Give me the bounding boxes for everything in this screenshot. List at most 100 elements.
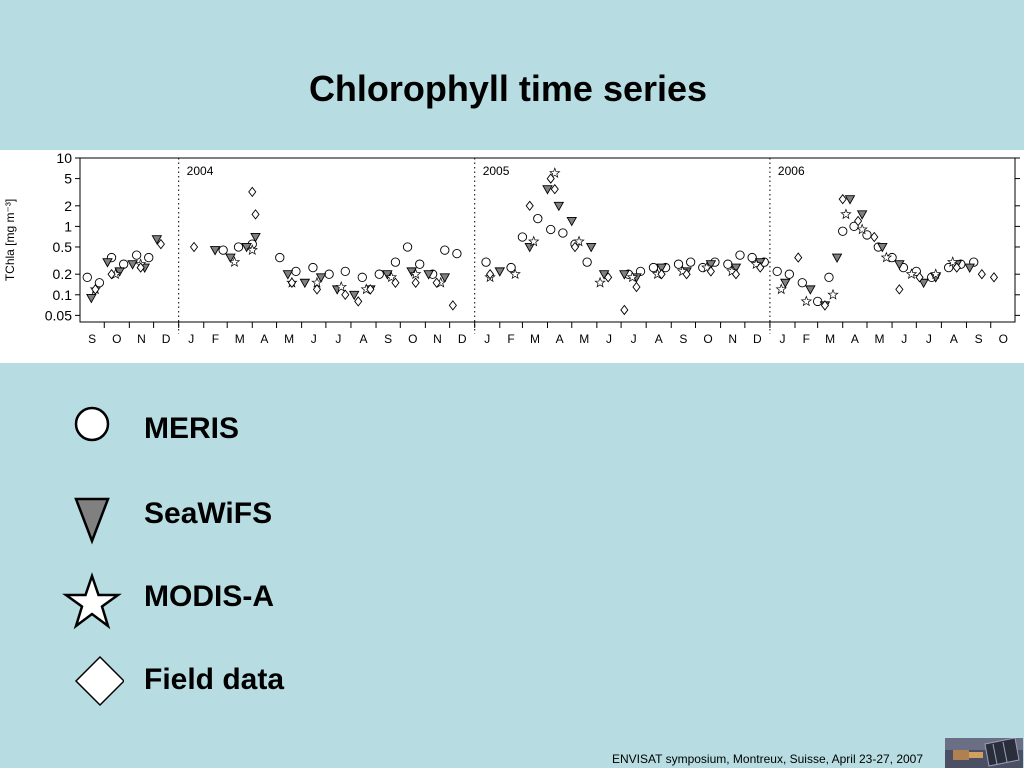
x-tick-label: A	[950, 332, 958, 346]
legend-label-field-data: Field data	[144, 663, 285, 696]
data-point-meris	[506, 262, 516, 273]
x-tick-label: F	[803, 332, 810, 346]
chart-panel: TChla [mg m⁻³] 10 5 2 1 0.5 0.2 0.1 0.05 S O N D J F M A…	[0, 150, 1024, 363]
data-point-modis-a	[905, 268, 918, 280]
x-tick-label: A	[556, 332, 564, 346]
data-point-meris	[686, 257, 696, 267]
x-tick-label: M	[579, 332, 589, 346]
data-point-field-data	[546, 173, 555, 184]
chlorophyll-chart: TChla [mg m⁻³] 10 5 2 1 0.5 0.2 0.1 0.05 S O N D J F M A…	[3, 150, 1020, 346]
data-point-seawifs	[406, 267, 417, 277]
year-label: 2005	[483, 164, 510, 178]
data-point-meris	[452, 248, 462, 259]
circle-icon	[74, 406, 110, 442]
data-point-field-data	[248, 186, 257, 198]
x-tick-label: J	[188, 332, 194, 346]
legend-item-meris: MERIS	[60, 400, 460, 470]
y-tick-label: 10	[56, 150, 72, 166]
data-point-field-data	[820, 300, 829, 311]
data-point-modis-a	[594, 276, 606, 288]
x-tick-label: M	[235, 332, 245, 346]
data-point-field-data	[794, 252, 803, 263]
data-point-modis-a	[775, 283, 787, 295]
x-tick-label: A	[359, 332, 367, 346]
data-point-field-data	[952, 262, 961, 273]
legend-label-modis-a: MODIS-A	[144, 580, 274, 613]
data-point-meris	[481, 257, 491, 267]
data-point-modis-a	[800, 295, 813, 307]
data-point-modis-a	[573, 235, 585, 247]
data-point-seawifs	[705, 260, 717, 270]
data-point-seawifs	[225, 253, 236, 263]
x-tick-label: J	[631, 332, 637, 346]
satellite-logo-icon	[945, 738, 1023, 768]
data-point-seawifs	[918, 278, 929, 289]
data-point-field-data	[895, 284, 904, 295]
x-tick-label: D	[458, 332, 467, 346]
legend-item-seawifs: SeaWiFS	[60, 485, 460, 555]
data-point-modis-a	[947, 256, 959, 268]
data-point-field-data	[731, 268, 741, 280]
data-point-field-data	[756, 262, 765, 273]
x-tick-label: A	[655, 332, 663, 346]
data-point-meris	[558, 228, 568, 238]
footer-text: ENVISAT symposium, Montreux, Suisse, Apr…	[612, 752, 924, 766]
data-point-seawifs	[282, 270, 294, 280]
x-tick-label: D	[753, 332, 762, 346]
data-point-field-data	[632, 281, 641, 293]
data-point-meris	[390, 257, 401, 267]
data-point-seawifs	[856, 210, 868, 220]
data-point-modis-a	[385, 271, 398, 283]
star-icon	[62, 572, 122, 630]
data-point-seawifs	[102, 258, 113, 268]
data-point-seawifs	[86, 293, 97, 304]
data-point-field-data	[550, 183, 559, 195]
triangle-down-icon	[74, 497, 110, 545]
data-point-field-data	[838, 193, 847, 205]
data-point-meris	[582, 257, 592, 267]
x-tick-label: D	[162, 332, 171, 346]
x-tick-label: S	[384, 332, 392, 346]
data-point-meris	[533, 213, 543, 224]
x-tick-label: S	[975, 332, 983, 346]
data-point-field-data	[156, 238, 165, 250]
data-point-modis-a	[528, 235, 540, 247]
data-point-field-data	[411, 277, 420, 288]
data-point-seawifs	[299, 278, 311, 289]
data-point-seawifs	[831, 253, 843, 263]
data-point-field-data	[354, 296, 363, 307]
data-point-field-data	[525, 200, 534, 212]
data-point-field-data	[366, 284, 375, 295]
y-tick-label: 5	[64, 171, 72, 187]
data-point-modis-a	[228, 256, 241, 268]
data-point-seawifs	[877, 243, 888, 253]
data-point-modis-a	[509, 268, 521, 280]
data-point-field-data	[977, 268, 986, 280]
data-point-meris	[357, 272, 367, 282]
data-point-modis-a	[930, 268, 942, 280]
data-point-meris	[340, 266, 350, 277]
data-point-modis-a	[549, 167, 561, 179]
x-tick-label: J	[311, 332, 317, 346]
data-point-meris	[440, 245, 450, 255]
y-tick-label: 0.05	[45, 307, 72, 323]
data-point-meris	[812, 296, 823, 307]
y-axis-label: TChla [mg m⁻³]	[3, 199, 17, 281]
data-point-meris	[402, 242, 413, 252]
data-point-modis-a	[880, 251, 893, 263]
data-point-meris	[648, 262, 659, 273]
data-point-field-data	[706, 266, 715, 277]
x-tick-label: J	[484, 332, 490, 346]
x-tick-label: J	[606, 332, 612, 346]
data-point-seawifs	[423, 270, 434, 280]
data-point-meris	[291, 266, 301, 277]
data-point-seawifs	[964, 263, 975, 273]
x-tick-label: S	[88, 332, 96, 346]
year-label: 2004	[187, 164, 214, 178]
data-point-seawifs	[656, 263, 667, 273]
data-point-modis-a	[701, 261, 713, 273]
x-tick-label: M	[875, 332, 885, 346]
data-point-meris	[144, 252, 154, 263]
data-point-meris	[324, 269, 334, 279]
data-point-meris	[772, 266, 782, 277]
